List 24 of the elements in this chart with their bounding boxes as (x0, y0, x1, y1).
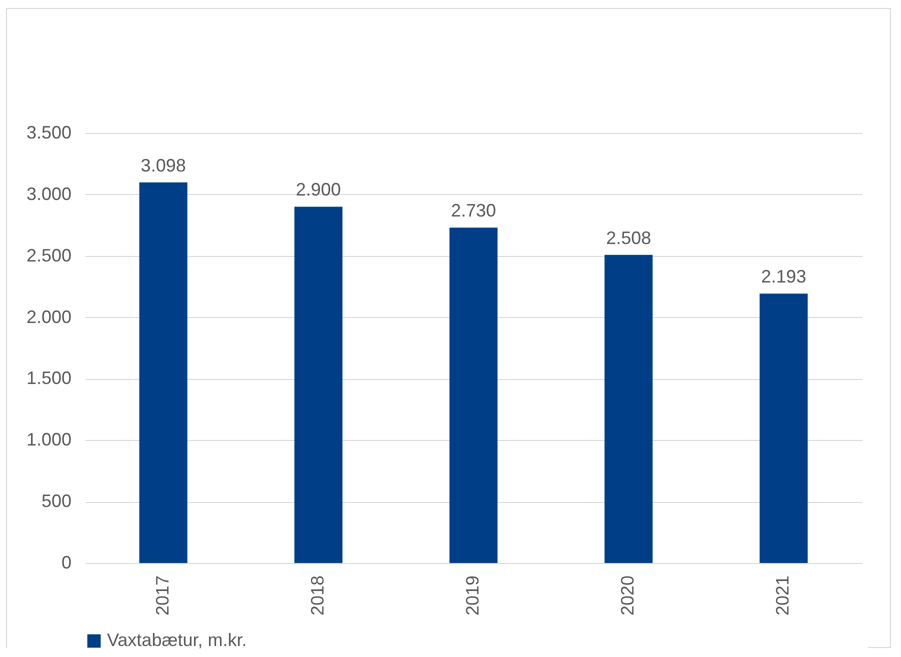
y-tick-label: 0 (61, 552, 72, 572)
y-tick-label: 500 (41, 491, 72, 512)
y-tick-label: 3.500 (26, 122, 72, 142)
x-tick-label: 2018 (307, 576, 328, 616)
x-tick-label: 2020 (618, 576, 638, 616)
data-label: 2.193 (761, 266, 806, 287)
data-label: 2.900 (296, 180, 341, 200)
bar (449, 228, 498, 563)
data-label: 3.098 (140, 155, 186, 176)
data-label: 2.730 (450, 200, 496, 221)
bar (604, 254, 653, 563)
bar (139, 182, 188, 563)
x-tick-label: 2019 (462, 576, 482, 616)
bar (294, 206, 342, 563)
y-tick-label: 2.000 (26, 306, 72, 327)
x-tick-label: 2017 (152, 576, 172, 616)
y-tick-label: 2.500 (26, 245, 72, 266)
x-tick-label: 2021 (772, 576, 793, 616)
y-tick-label: 3.000 (26, 184, 72, 204)
data-label: 2.508 (606, 228, 652, 248)
legend-label: Vaxtabætur, m.kr. (107, 630, 247, 650)
y-tick-label: 1.000 (26, 430, 72, 450)
y-tick-label: 1.500 (26, 368, 72, 388)
bar (760, 294, 808, 563)
